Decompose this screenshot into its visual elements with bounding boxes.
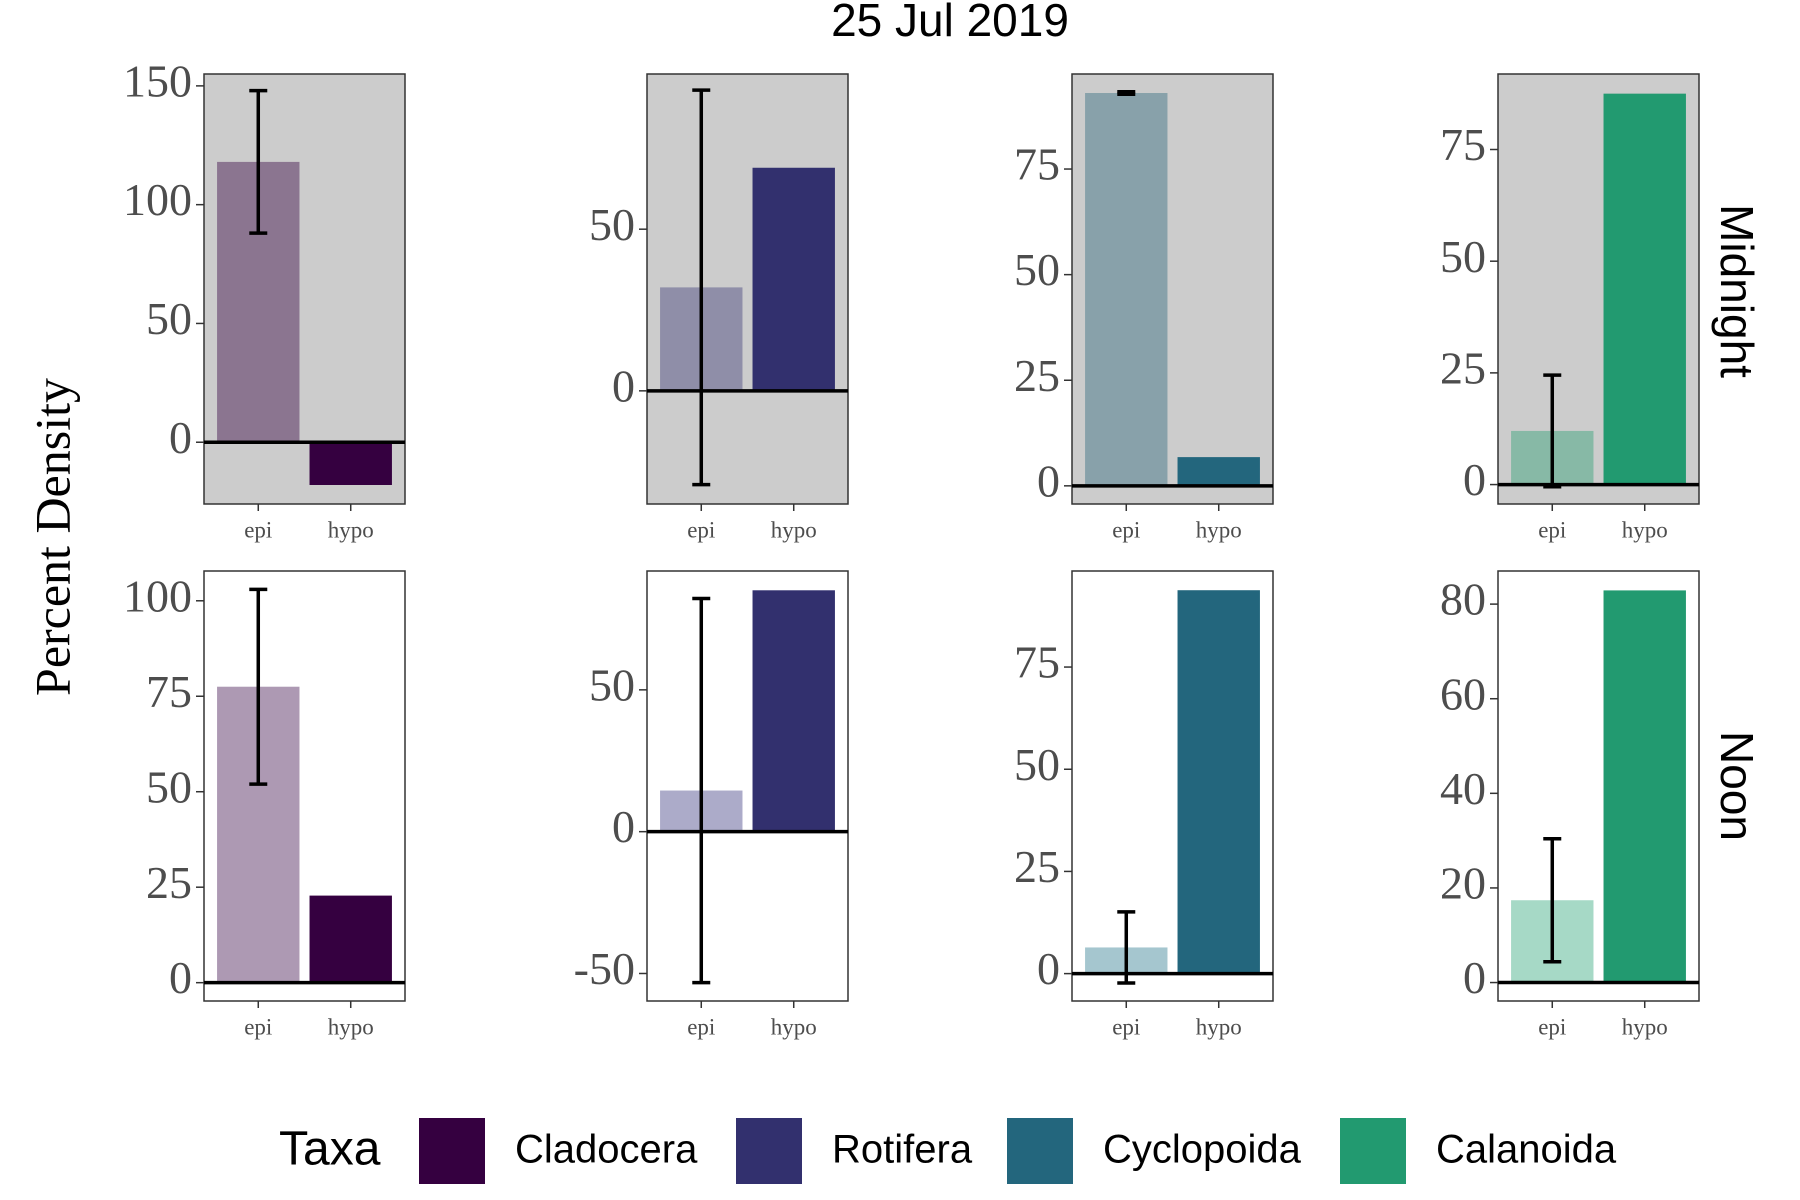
error-bar [249,587,268,786]
y-tick-label: 0 [612,801,635,852]
x-tick-label: epi [1112,1014,1140,1039]
y-tick-label: 0 [1463,454,1486,505]
y-tick-label: 25 [146,857,192,908]
bar [752,590,835,832]
bar [1177,590,1260,974]
y-tick-label: 0 [612,360,635,411]
bar [309,895,392,983]
y-tick-label: 75 [1440,119,1486,170]
y-tick-label: 50 [146,761,192,812]
legend-label: Cladocera [515,1128,698,1172]
x-tick-label: hypo [328,1014,374,1039]
x-tick-label: epi [1538,517,1566,542]
bar [1603,93,1686,485]
legend-title: Taxa [279,1123,381,1176]
error-bar [1543,836,1562,964]
legend-swatch [419,1118,485,1184]
x-tick-label: hypo [1622,517,1668,542]
x-tick-label: hypo [1196,517,1242,542]
y-tick-label: 100 [123,570,192,621]
y-tick-label: 50 [146,293,192,344]
bar [1177,457,1260,486]
error-bar [692,596,711,985]
x-tick-label: hypo [1622,1014,1668,1039]
y-tick-label: 0 [169,952,192,1003]
x-tick-label: epi [244,517,272,542]
chart-title: 25 Jul 2019 [831,0,1069,46]
legend-swatch [736,1118,802,1184]
y-tick-label: 150 [123,55,192,106]
x-tick-label: hypo [771,1014,817,1039]
y-tick-label: 40 [1440,763,1486,814]
y-tick-label: 0 [1463,952,1486,1003]
bar [309,442,392,485]
legend-label: Calanoida [1436,1128,1617,1172]
x-tick-label: epi [244,1014,272,1039]
y-tick-label: 80 [1440,574,1486,625]
x-tick-label: epi [1538,1014,1566,1039]
y-tick-label: 50 [1014,739,1060,790]
y-tick-label: 75 [1014,139,1060,190]
y-tick-label: 50 [1014,244,1060,295]
error-bar [1543,373,1562,489]
x-tick-label: hypo [328,517,374,542]
x-tick-label: epi [1112,517,1140,542]
legend-label: Cyclopoida [1103,1128,1302,1172]
y-tick-label: 25 [1014,841,1060,892]
error-bar [1117,910,1136,985]
y-tick-label: 25 [1440,342,1486,393]
y-tick-label: 0 [169,412,192,463]
y-tick-label: 50 [589,659,635,710]
y-tick-label: 0 [1037,943,1060,994]
y-tick-label: 50 [589,199,635,250]
legend-swatch [1340,1118,1406,1184]
bar [1603,590,1686,983]
error-bar [692,88,711,487]
row-label: Noon [1711,731,1763,841]
row-label: Midnight [1711,204,1763,378]
legend-swatch [1007,1118,1073,1184]
x-tick-label: hypo [771,517,817,542]
bar [752,167,835,391]
error-bar [1117,89,1136,97]
y-tick-label: 60 [1440,668,1486,719]
y-tick-label: 75 [146,666,192,717]
y-tick-label: 20 [1440,858,1486,909]
y-tick-label: 100 [123,174,192,225]
x-tick-label: hypo [1196,1014,1242,1039]
bar [1085,93,1168,486]
y-tick-label: 0 [1037,455,1060,506]
y-tick-label: 25 [1014,350,1060,401]
y-tick-label: -50 [574,943,635,994]
x-tick-label: epi [687,1014,715,1039]
x-tick-label: epi [687,517,715,542]
y-axis-label: Percent Density [24,378,80,696]
y-tick-label: 75 [1014,637,1060,688]
y-tick-label: 50 [1440,231,1486,282]
error-bar [249,88,268,235]
legend-label: Rotifera [832,1128,973,1172]
